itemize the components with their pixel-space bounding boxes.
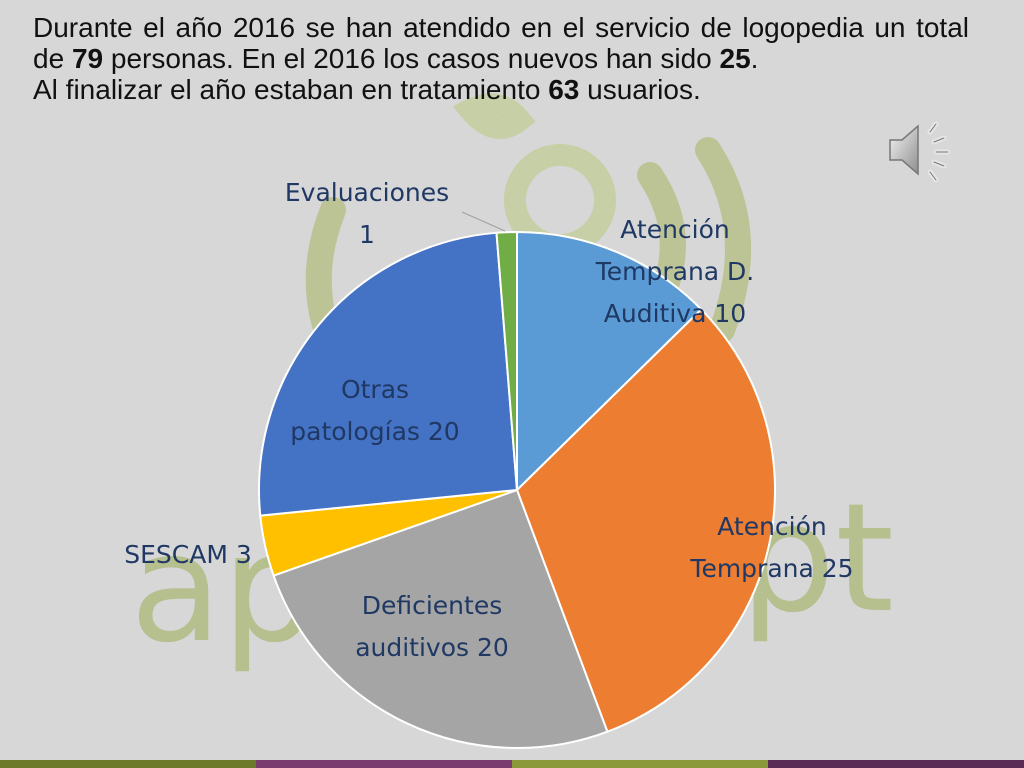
pie-label-deficientes-auditivos: Deficientes auditivos 20 — [355, 591, 509, 662]
pie-labels: Atención Temprana D. Auditiva 10 Atención Te… — [124, 178, 853, 662]
pie-label-line: Deficientes — [362, 591, 503, 620]
pie-label-line: Auditiva 10 — [604, 299, 746, 328]
bottom-bar-segment — [256, 760, 512, 768]
pie-slice-deficientes-auditivos — [272, 488, 609, 749]
pie-slices — [258, 230, 776, 749]
intro-text-part: usuarios. — [579, 74, 701, 105]
pie-label-line: Atención — [620, 215, 730, 244]
bottom-decorative-bar — [0, 760, 1024, 768]
pie-label-atencion-temprana-d-auditiva: Atención Temprana D. Auditiva 10 — [595, 215, 755, 328]
pie-label-line: Temprana 25 — [689, 554, 853, 583]
pie-slice-evaluaciones — [495, 230, 518, 491]
pie-label-line: auditivos 20 — [355, 633, 509, 662]
watermark-arc-right — [695, 137, 752, 343]
intro-text-part: Al finalizar el año estaban en tratamien… — [33, 74, 549, 105]
evaluaciones-leader-line — [461, 211, 506, 232]
pie-slice-otras-patologias — [258, 231, 519, 517]
pie-label-line: 1 — [359, 220, 375, 249]
pie-label-line: Atención — [717, 512, 827, 541]
new-cases-value: 25 — [719, 43, 751, 74]
pie-label-line: Temprana D. — [595, 257, 755, 286]
pie-label-line: Otras — [341, 375, 409, 404]
bottom-bar-segment — [768, 760, 1024, 768]
total-people-value: 79 — [71, 43, 104, 74]
intro-paragraph-1: Durante el año 2016 se han atendido en e… — [33, 12, 969, 74]
bottom-bar-segment — [512, 760, 768, 768]
pie-slice-atencion-temprana-d-auditiva — [516, 230, 703, 493]
pie-label-otras-patologias: Otras patologías 20 — [290, 375, 459, 446]
intro-paragraph-2: Al finalizar el año estaban en tratamien… — [33, 74, 969, 105]
speaker-icon[interactable] — [884, 118, 954, 182]
pie-label-atencion-temprana: Atención Temprana 25 — [689, 512, 853, 583]
pie-label-line: patologías 20 — [290, 417, 459, 446]
pie-label-line: SESCAM 3 — [124, 540, 252, 569]
in-treatment-value: 63 — [548, 74, 580, 105]
intro-text: Durante el año 2016 se han atendido en e… — [33, 12, 969, 105]
intro-text-part: personas. En el 2016 los casos nuevos ha… — [103, 43, 720, 74]
watermark-leaf — [452, 93, 536, 139]
intro-text-part: Durante el año 2016 se han atendido en e… — [33, 12, 969, 74]
pie-label-sescam: SESCAM 3 — [124, 540, 252, 569]
bottom-bar-segment — [0, 760, 256, 768]
intro-text-part: . — [750, 43, 759, 74]
pie-label-line: Evaluaciones — [285, 178, 449, 207]
pie-label-evaluaciones: Evaluaciones 1 — [285, 178, 449, 249]
pie-slice-atencion-temprana — [515, 307, 776, 733]
